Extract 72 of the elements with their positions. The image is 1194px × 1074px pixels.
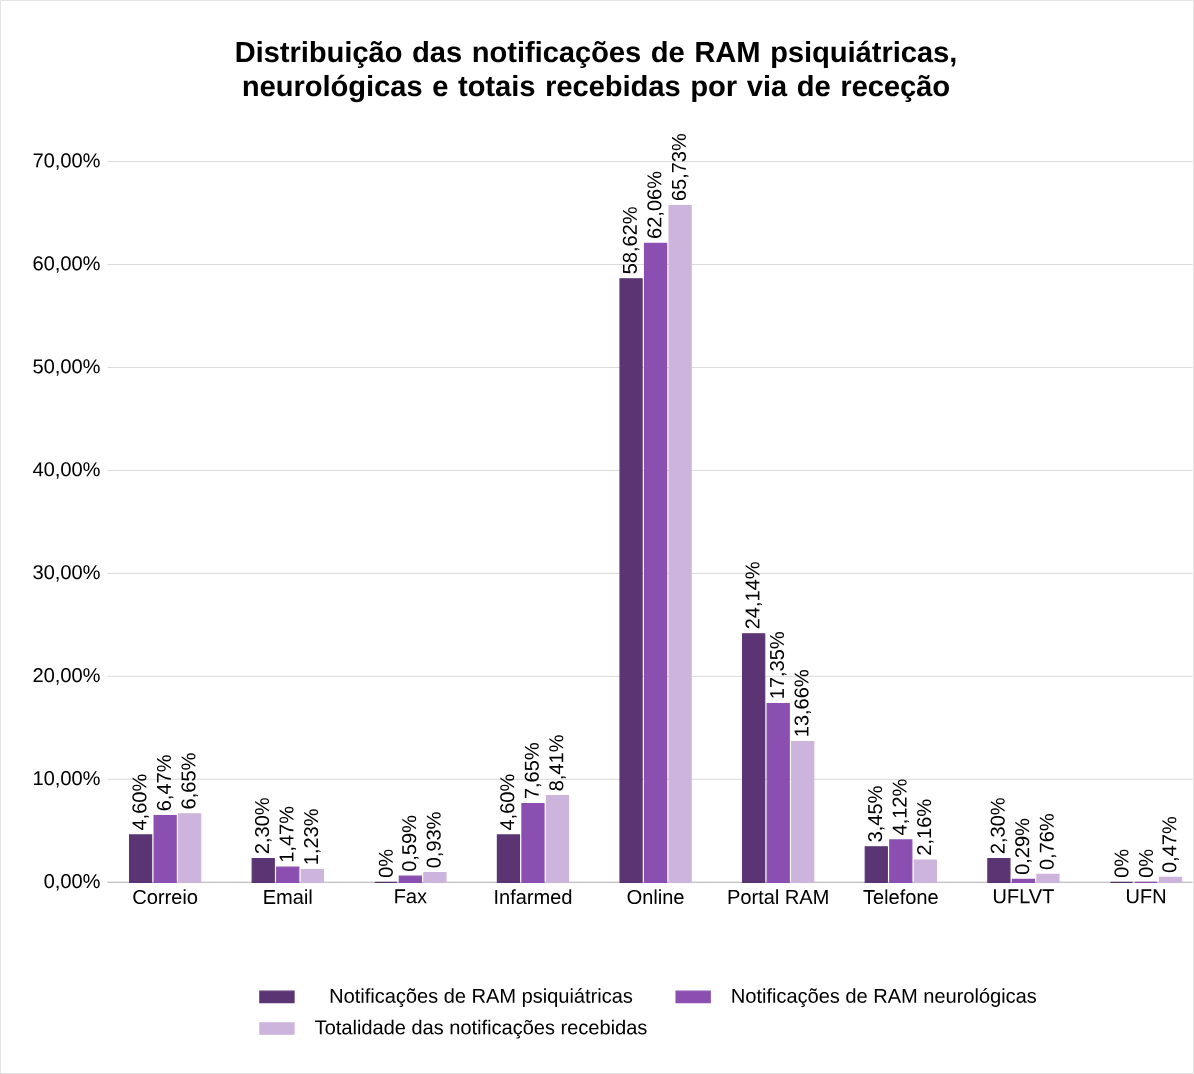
chart-title: Distribuição das notificações de RAM psiquiátricas, neurológicas e totais recebidas por via de receção (236, 40, 956, 103)
y-tick-label: 10,00% (34, 771, 100, 788)
bar (889, 839, 913, 883)
data-label: 2,30% (990, 798, 1008, 854)
bar (619, 278, 643, 883)
data-label: 4,60% (132, 774, 149, 831)
data-label: 0,93% (426, 812, 444, 868)
data-label: 0,47% (1162, 817, 1179, 873)
x-tick-label: Infarmed (495, 889, 572, 905)
data-label: 2,16% (917, 799, 934, 855)
data-label: 65,73% (671, 133, 689, 201)
data-label: 13,66% (794, 670, 811, 736)
data-label: 0% (1114, 849, 1129, 878)
bar (643, 242, 668, 883)
legend-label: Notificações de RAM psiquiátricas (330, 988, 633, 1008)
bar (423, 872, 447, 883)
y-tick-label: 50,00% (33, 359, 100, 376)
x-tick-label: Correio (133, 889, 198, 905)
legend-label: Totalidade das notificações recebidas (315, 1019, 647, 1039)
data-label: 4,12% (892, 779, 910, 836)
data-label: 4,60% (500, 774, 517, 831)
bar (1036, 873, 1060, 883)
y-tick-label: 70,00% (33, 153, 100, 170)
y-tick-label: 0,00% (44, 874, 100, 891)
bar (398, 875, 422, 883)
y-tick-label: 40,00% (33, 462, 100, 479)
bar (987, 858, 1011, 883)
data-label: 0% (1138, 849, 1154, 878)
bar (276, 866, 300, 883)
bar (766, 703, 790, 883)
bar (251, 858, 275, 883)
x-tick-label: Email (264, 889, 312, 905)
x-tick-label: Portal RAM (728, 889, 828, 905)
x-tick-label: Online (627, 889, 684, 905)
bar (545, 795, 570, 883)
bar (153, 815, 177, 883)
legend-label: Notificações de RAM neurológicas (732, 988, 1037, 1008)
bar (300, 869, 324, 883)
x-tick-label: Telefone (863, 889, 938, 905)
data-label: 62,06% (647, 171, 664, 238)
data-label: 3,45% (868, 786, 885, 842)
data-label: 0,59% (402, 815, 419, 872)
data-label: 6,47% (156, 755, 174, 811)
data-label: 6,65% (181, 753, 198, 809)
data-label: 7,65% (524, 743, 542, 799)
data-label: 58,62% (622, 207, 640, 274)
bar (1158, 876, 1183, 883)
y-tick-label: 30,00% (33, 565, 100, 582)
data-label: 1,47% (279, 806, 296, 862)
data-label: 0,29% (1015, 818, 1032, 875)
bar (742, 633, 766, 883)
bar (913, 859, 937, 883)
bar (668, 204, 692, 883)
bar (791, 741, 815, 883)
data-label: 2,30% (254, 798, 272, 854)
bar (864, 846, 888, 883)
bar (128, 834, 153, 883)
bar (521, 802, 545, 883)
data-label: 0,76% (1039, 814, 1057, 870)
data-label: 24,14% (745, 562, 762, 629)
bar (496, 834, 521, 883)
x-tick-label: Fax (395, 889, 427, 904)
x-tick-label: UFN (1126, 889, 1165, 904)
x-tick-label: UFLVT (993, 889, 1054, 904)
data-label: 8,41% (549, 735, 566, 791)
y-tick-label: 60,00% (33, 256, 100, 273)
data-label: 1,23% (304, 809, 321, 864)
y-tick-label: 20,00% (33, 668, 100, 685)
bar (178, 813, 202, 883)
data-label: 0% (378, 849, 393, 878)
data-label: 17,35% (769, 632, 787, 698)
bar (1011, 878, 1036, 883)
